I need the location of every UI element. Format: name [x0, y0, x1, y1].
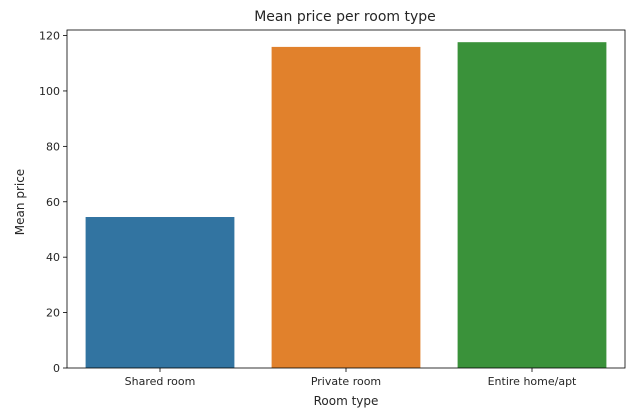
chart-title: Mean price per room type	[254, 9, 436, 25]
plot-area: 0 20 40 60 80 100 120 Shared room Private room En…	[39, 30, 626, 388]
y-tick-label: 80	[46, 140, 60, 153]
bar-entire-home-apt	[457, 42, 607, 369]
x-tick-label: Private room	[311, 375, 381, 388]
y-tick-label: 20	[46, 307, 60, 320]
y-axis-label: Mean price	[13, 169, 27, 235]
bar-private-room	[271, 46, 421, 369]
y-tick-label: 120	[39, 30, 60, 43]
y-tick-label: 0	[53, 362, 60, 375]
x-tick-label: Shared room	[125, 375, 196, 388]
x-axis-label: Room type	[314, 394, 379, 408]
bar-shared-room	[85, 217, 235, 368]
y-tick-label: 100	[39, 85, 60, 98]
x-tick-label: Entire home/apt	[488, 375, 577, 388]
y-tick-label: 60	[46, 196, 60, 209]
y-tick-label: 40	[46, 251, 60, 264]
